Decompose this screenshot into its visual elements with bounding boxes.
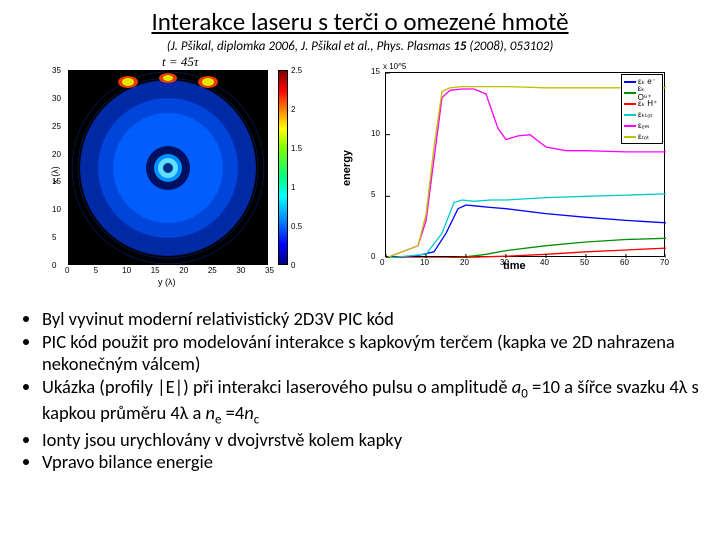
heatmap-ytick: 10 [52, 205, 61, 214]
linechart-panel: x 10^5 energy εₖ e⁻εₖ O⁶⁺εₖ H⁺εₖₜₒₜεₑₘεₜ… [363, 72, 678, 272]
legend-row: εₑₘ [624, 120, 660, 131]
linechart-yexp: x 10^5 [383, 62, 406, 71]
legend-row: εₖ O⁶⁺ [624, 87, 660, 98]
heatmap-panel: x (λ) [58, 70, 318, 270]
legend-label: εₜₒₜ [638, 132, 649, 141]
bullet-item: Byl vyvinut moderní relativistický 2D3V … [42, 308, 702, 331]
heatmap-xtick: 25 [208, 266, 217, 275]
heatmap-ytick: 15 [52, 177, 61, 186]
heatmap-ytick: 5 [52, 233, 56, 242]
citation-bold: 15 [453, 39, 466, 54]
citation-pre: (J. Pšikal, diplomka 2006, J. Pšikal et … [167, 39, 454, 54]
subtitle-eq: = 45 [166, 54, 194, 69]
linechart-xtick: 70 [660, 258, 669, 267]
citation: (J. Pšikal, diplomka 2006, J. Pšikal et … [0, 39, 720, 54]
heatmap-xtick: 30 [236, 266, 245, 275]
legend-row: εₖ H⁺ [624, 98, 660, 109]
linechart-ytick: 15 [371, 67, 380, 76]
linechart-ylabel: energy [341, 150, 353, 186]
legend-swatch [624, 81, 636, 83]
colorbar-tick: 2 [291, 105, 295, 114]
legend-label: εₖ H⁺ [638, 99, 657, 108]
colorbar-tick: 1 [291, 183, 295, 192]
heatmap-xtick: 10 [122, 266, 131, 275]
linechart-xtick: 50 [580, 258, 589, 267]
heatmap-ytick: 25 [52, 122, 61, 131]
colorbar-tick: 2.5 [291, 66, 302, 75]
linechart-ytick: 10 [371, 129, 380, 138]
linechart-xtick: 60 [620, 258, 629, 267]
legend-row: εₖₜₒₜ [624, 109, 660, 120]
linechart-xtick: 10 [420, 258, 429, 267]
legend-swatch [624, 103, 636, 105]
bullet-item: PIC kód použit pro modelování interakce … [42, 331, 702, 376]
linechart-xtick: 40 [540, 258, 549, 267]
bullet-item: Vpravo bilance energie [42, 451, 702, 474]
heatmap-xtick: 15 [151, 266, 160, 275]
linechart-xtick: 0 [380, 258, 384, 267]
legend-swatch [624, 125, 636, 127]
figures-row: x (λ) [58, 70, 678, 295]
heatmap-ytick: 35 [52, 66, 61, 75]
colorbar-tick: 1.5 [291, 144, 302, 153]
linechart-xtick: 20 [460, 258, 469, 267]
page-title: Interakce laseru s terči o omezené hmotě [0, 0, 720, 37]
colorbar-tick: 0.5 [291, 222, 302, 231]
legend: εₖ e⁻εₖ O⁶⁺εₖ H⁺εₖₜₒₜεₑₘεₜₒₜ [621, 74, 663, 144]
linechart-ytick: 5 [371, 190, 375, 199]
linechart-plot: εₖ e⁻εₖ O⁶⁺εₖ H⁺εₖₜₒₜεₑₘεₜₒₜ [385, 72, 665, 257]
legend-row: εₜₒₜ [624, 131, 660, 142]
linechart-ytick: 0 [371, 252, 375, 261]
legend-label: εₖₜₒₜ [638, 110, 653, 119]
colorbar [278, 70, 288, 265]
heatmap-ytick: 0 [52, 261, 56, 270]
heatmap-xtick: 0 [65, 266, 69, 275]
legend-label: εₑₘ [638, 121, 650, 130]
bullet-item: Ukázka (profily |E|) při interakci laser… [42, 376, 702, 429]
subtitle: t = 45τ [162, 54, 199, 70]
heatmap-ytick: 30 [52, 94, 61, 103]
heatmap-ytick: 20 [52, 150, 61, 159]
bullet-item: Ionty jsou urychlovány v dvojvrstvě kole… [42, 429, 702, 452]
heatmap-xtick: 5 [94, 266, 98, 275]
subtitle-tau: τ [194, 54, 199, 69]
colorbar-tick: 0 [291, 261, 295, 270]
heatmap-xtick: 20 [179, 266, 188, 275]
heatmap-xtick: 35 [265, 266, 274, 275]
bullet-list: Byl vyvinut moderní relativistický 2D3V … [22, 308, 702, 474]
heatmap-xlabel: y (λ) [158, 277, 176, 287]
heatmap-plot [68, 70, 268, 265]
linechart-xlabel: time [503, 260, 526, 272]
citation-post: (2008), 053102) [466, 39, 553, 54]
legend-swatch [624, 136, 636, 138]
legend-swatch [624, 114, 636, 116]
legend-swatch [624, 92, 636, 94]
